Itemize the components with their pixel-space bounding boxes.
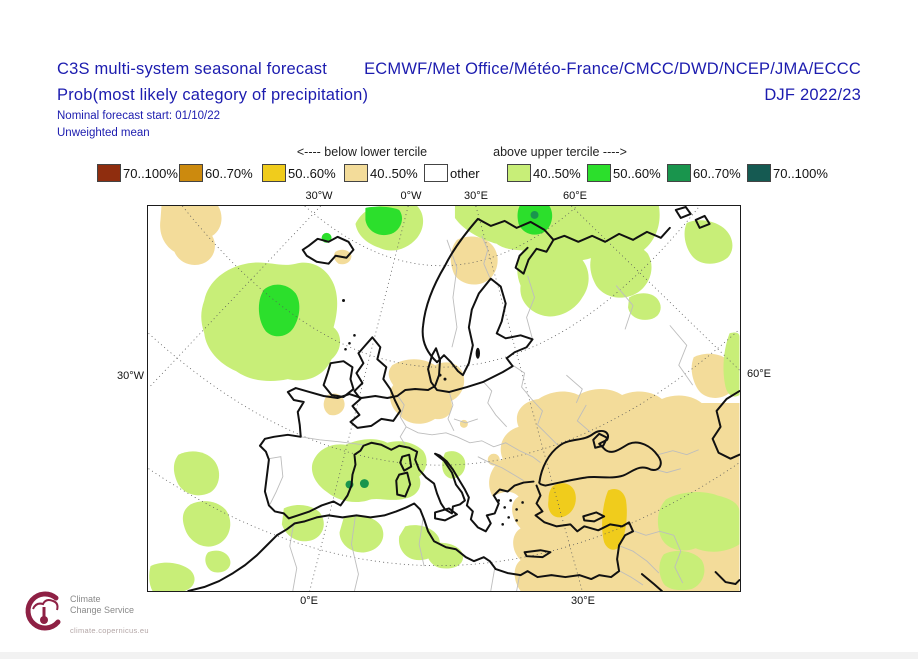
legend-swatch — [587, 164, 611, 182]
legend-item-below-70-100: 70..100% — [97, 164, 178, 182]
page-title: C3S multi-system seasonal forecast — [57, 60, 327, 78]
legend-swatch — [667, 164, 691, 182]
graticule-lines — [148, 206, 740, 591]
legend-swatch — [179, 164, 203, 182]
legend-item-above-50-60: 50..60% — [587, 164, 661, 182]
axis-label-top-30w: 30°W — [305, 190, 333, 202]
weighting-note: Unweighted mean — [57, 127, 150, 139]
axis-label-top-0w: 0°W — [400, 190, 422, 202]
legend-item-above-40-50: 40..50% — [507, 164, 581, 182]
logo-url: climate.copernicus.eu — [70, 626, 149, 635]
country-borders — [268, 235, 699, 591]
legend-swatch — [344, 164, 368, 182]
logo-org-name: Climate Change Service — [70, 594, 135, 615]
map-frame — [147, 205, 741, 592]
below-normal-strong-patches — [548, 483, 627, 550]
axis-label-right-60e: 60°E — [747, 368, 771, 380]
axis-label-bottom-0e: 0°E — [300, 595, 318, 607]
legend-caption-above: above upper tercile ----> — [493, 145, 627, 159]
header-left: C3S multi-system seasonal forecast Prob(… — [57, 56, 477, 142]
legend-caption-below: <---- below lower tercile — [296, 145, 428, 159]
forecast-start-note: Nominal forecast start: 01/10/22 — [57, 110, 220, 122]
legend-swatch — [262, 164, 286, 182]
axis-label-left-30w: 30°W — [116, 370, 144, 382]
legend-swatch — [747, 164, 771, 182]
contributing-centres: ECMWF/Met Office/Météo-France/CMCC/DWD/N… — [364, 60, 861, 78]
legend-swatch — [424, 164, 448, 182]
copernicus-climate-logo — [25, 591, 61, 631]
page-variable: Prob(most likely category of precipitati… — [57, 86, 369, 104]
legend-item-below-50-60: 50..60% — [262, 164, 336, 182]
legend-swatch — [97, 164, 121, 182]
axis-label-bottom-30e: 30°E — [571, 595, 595, 607]
small-islands — [342, 299, 524, 526]
legend-item-above-70-100: 70..100% — [747, 164, 828, 182]
axis-label-top-30e: 30°E — [464, 190, 488, 202]
axis-label-top-60e: 60°E — [563, 190, 587, 202]
legend-swatch — [507, 164, 531, 182]
header-right: ECMWF/Met Office/Météo-France/CMCC/DWD/N… — [321, 56, 861, 108]
season-label: DJF 2022/23 — [764, 86, 861, 104]
legend-item-below-60-70: 60..70% — [179, 164, 253, 182]
coastlines — [187, 206, 740, 591]
legend-item-below-40-50: 40..50% — [344, 164, 418, 182]
legend-item-above-60-70: 60..70% — [667, 164, 741, 182]
bottom-strip — [0, 652, 918, 659]
legend-item-other: other — [424, 164, 480, 182]
europe-forecast-map — [148, 206, 740, 591]
